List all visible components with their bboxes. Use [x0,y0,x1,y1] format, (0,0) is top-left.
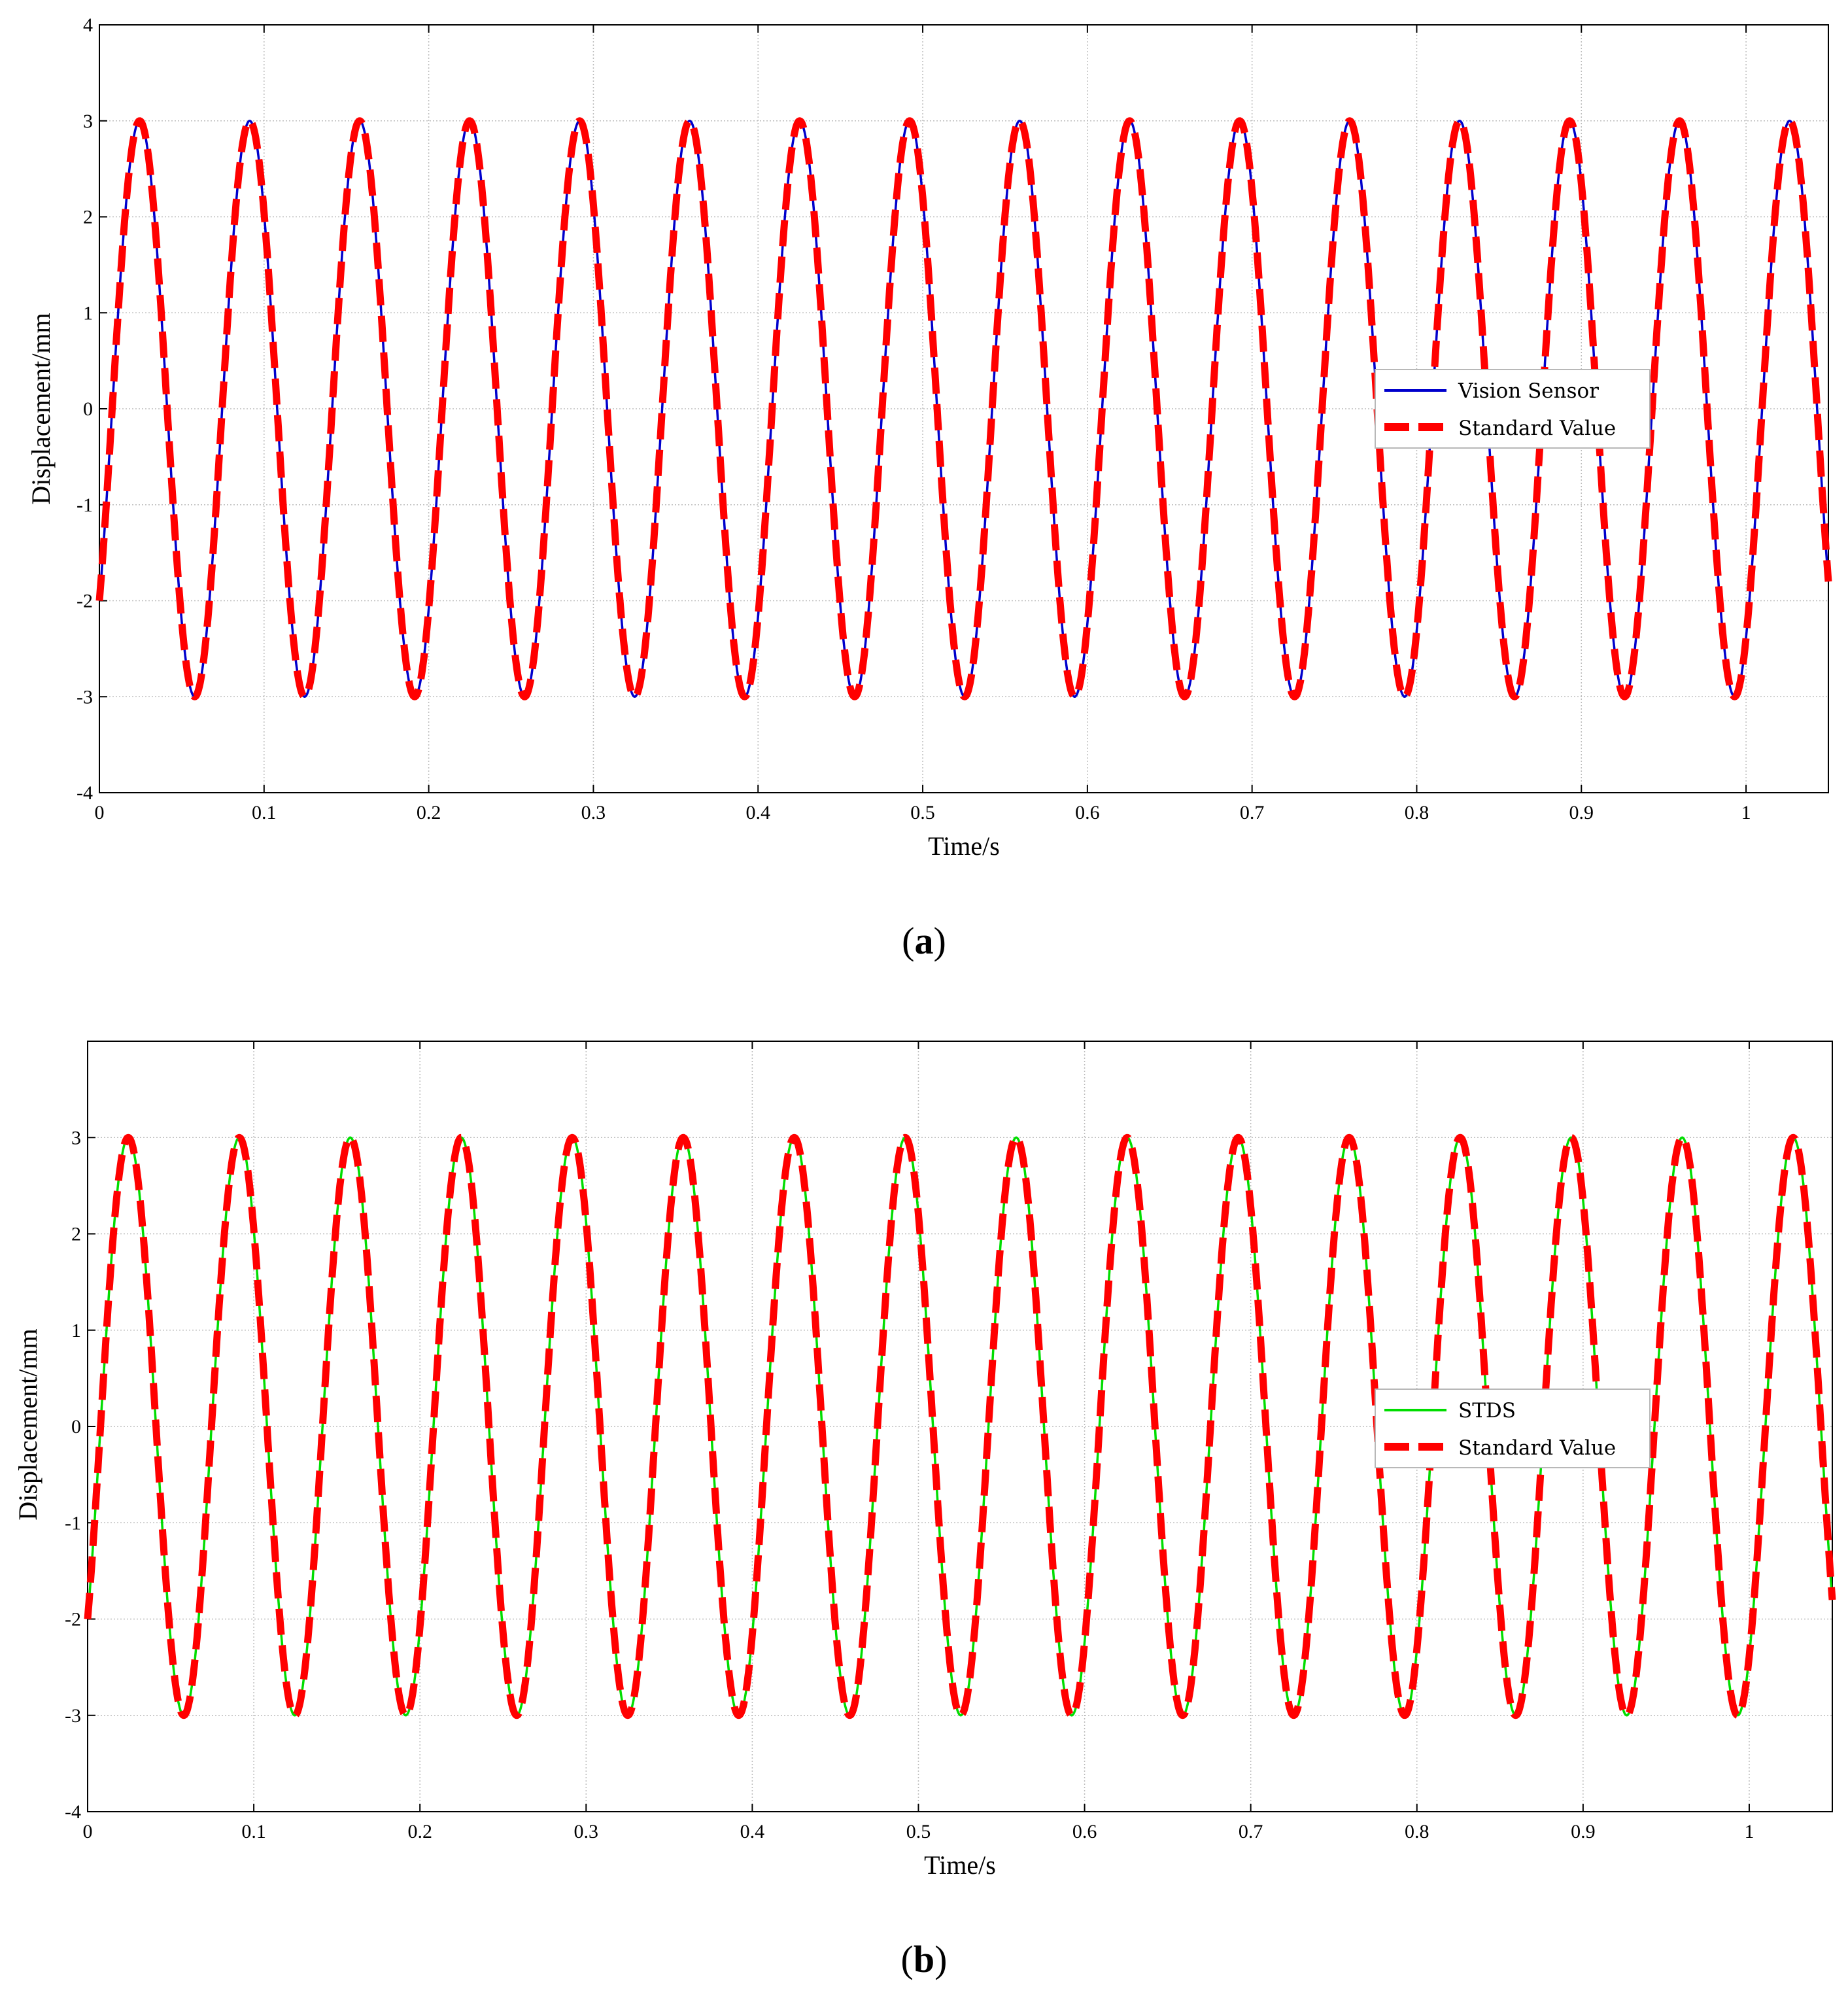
x-axis-label-a: Time/s [928,831,1000,861]
x-tick-label: 0 [83,1821,93,1842]
legend-label-stds: STDS [1458,1399,1516,1423]
caption-open-a: ( [902,920,914,962]
y-tick-label: -4 [65,1801,81,1823]
x-tick-label: 0.5 [910,802,935,823]
legend-label-standard-value-a: Standard Value [1458,417,1616,440]
legend-box-b [1375,1389,1651,1468]
x-tick-label: 0.1 [241,1821,266,1842]
legend-box-a [1375,369,1651,449]
x-tick-label: 0.9 [1571,1821,1596,1842]
y-tick-label: -1 [65,1512,81,1534]
x-tick-label: 0.6 [1075,802,1100,823]
x-tick-label: 0.7 [1239,1821,1263,1842]
x-tick-label: 0.8 [1405,1821,1429,1842]
y-tick-label: 2 [83,207,93,228]
y-tick-label: -3 [77,686,93,708]
x-tick-label: 0.2 [407,1821,432,1842]
caption-letter-a: a [915,920,934,962]
y-tick-label: -3 [65,1705,81,1727]
x-tick-label: 0.9 [1569,802,1594,823]
x-tick-label: 0.8 [1405,802,1429,823]
x-tick-label: 1 [1741,802,1751,823]
legend-label-standard-value-b: Standard Value [1458,1436,1616,1460]
y-axis-label-b: Displacement/mm [13,1328,43,1520]
y-tick-label: 1 [83,302,93,324]
x-tick-label: 0.2 [417,802,441,823]
x-tick-label: 0.4 [745,802,770,823]
panel-caption-b: (b) [901,1938,948,1980]
x-tick-label: 0.6 [1072,1821,1097,1842]
y-tick-label: 0 [71,1416,81,1438]
caption-open-b: ( [901,1938,914,1980]
legend-b: STDS Standard Value [1375,1389,1651,1468]
x-tick-label: 0.5 [906,1821,931,1842]
legend-a: Vision Sensor Standard Value [1375,369,1651,449]
y-tick-label: 0 [83,398,93,420]
x-tick-label: 0.7 [1240,802,1265,823]
x-tick-label: 0 [95,802,105,823]
caption-letter-b: b [914,1938,934,1980]
x-tick-label: 0.1 [252,802,277,823]
caption-close-a: ) [934,920,946,962]
y-tick-label: 3 [71,1127,81,1148]
x-tick-label: 1 [1744,1821,1754,1842]
y-tick-label: -4 [77,782,93,804]
x-tick-label: 0.4 [740,1821,765,1842]
x-axis-label-b: Time/s [924,1850,996,1880]
y-tick-label: 4 [83,14,93,36]
y-tick-label: -2 [65,1609,81,1631]
y-tick-label: 2 [71,1224,81,1245]
x-tick-label: 0.3 [574,1821,599,1842]
y-tick-label: 3 [83,111,93,132]
y-tick-label: -1 [77,494,93,516]
y-axis-label-a: Displacement/mm [26,313,56,504]
caption-close-b: ) [934,1938,947,1980]
y-tick-label: 1 [71,1320,81,1341]
x-tick-label: 0.3 [581,802,606,823]
panel-caption-a: (a) [902,920,946,962]
y-tick-label: -2 [77,591,93,612]
legend-label-vision-sensor: Vision Sensor [1458,379,1599,403]
